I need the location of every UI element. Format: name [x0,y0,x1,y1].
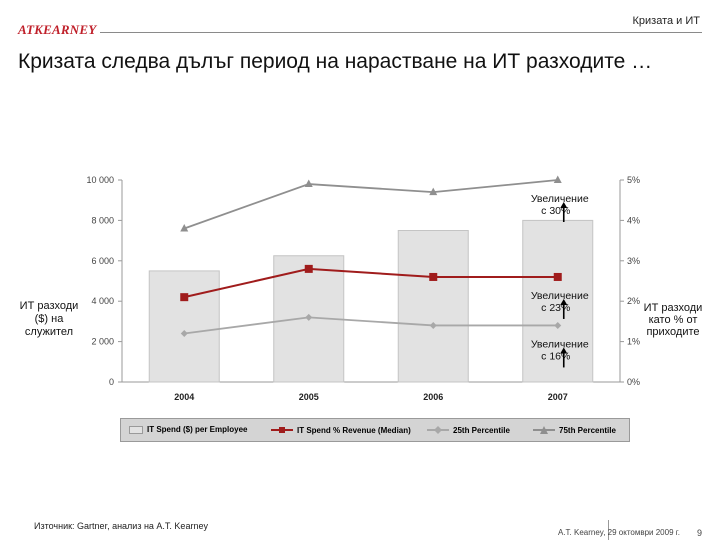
x-tick-label: 2004 [174,392,194,402]
data-point [180,293,189,302]
x-tick-label: 2007 [548,392,568,402]
right-tick-label: 4% [627,215,640,225]
page-title: Кризата следва дълъг период на нарастван… [18,50,653,73]
annotation-text: Увеличение [531,193,589,205]
legend-item-p75: 75th Percentile [533,425,616,435]
legend-label: IT Spend % Revenue (Median) [297,425,411,435]
source-note: Източник: Gartner, анализ на A.T. Kearne… [34,521,208,531]
data-point [429,321,437,329]
header-divider [100,32,702,33]
left-tick-label: 0 [109,377,114,387]
annotation-text: Увеличение [531,338,589,350]
right-tick-label: 2% [627,296,640,306]
legend-item-bars: IT Spend ($) per Employee [129,425,247,434]
right-tick-label: 3% [627,256,640,266]
data-point [553,272,562,281]
bar [522,219,594,383]
series-line [184,267,558,299]
left-tick-label: 10 000 [86,175,114,185]
arrow-up-icon [560,347,568,354]
legend-label: 75th Percentile [559,425,616,435]
right-axis-caption: ИТ разходи като % от приходите [643,302,703,338]
right-tick-label: 5% [627,175,640,185]
page-number: 9 [696,528,702,538]
data-point [304,179,313,188]
data-point [180,223,189,232]
legend-item-p25: 25th Percentile [427,425,510,435]
chart-axes: 0 2 000 4 000 6 000 8 000 10 000 0% 1% 2% 3% 4% 5% 2… [86,175,640,402]
right-tick-label: 1% [627,337,640,347]
x-tick-label: 2005 [299,392,319,402]
arrow-up-icon [560,202,568,208]
company-logo: ATKEARNEY [18,22,97,37]
data-point [429,187,438,196]
legend-line-swatch [427,425,449,435]
data-point [554,321,562,329]
series-line [184,316,558,335]
left-tick-label: 8 000 [91,215,114,225]
legend-line-swatch [533,425,555,435]
bar-series [148,219,594,383]
x-tick-label: 2006 [423,392,443,402]
data-point [305,313,313,321]
section-label: Кризата и ИТ [632,15,700,27]
bar [397,230,469,383]
legend-line-swatch [271,425,293,435]
footer-divider [608,520,609,540]
left-tick-label: 6 000 [91,256,114,266]
footer-text: A.T. Kearney, 29 октомври 2009 г. [558,528,680,537]
left-tick-label: 2 000 [91,337,114,347]
legend-bar-swatch [129,425,143,434]
right-tick-label: 0% [627,377,640,387]
bar [148,270,220,383]
chart-legend: IT Spend ($) per Employee IT Spend % Rev… [120,418,630,442]
left-tick-label: 4 000 [91,296,114,306]
data-point [553,175,562,183]
annotation-text: Увеличение [531,290,589,302]
arrow-up-icon [560,298,568,305]
data-point [180,330,188,338]
series-line [183,179,558,230]
left-axis-caption: ИТ разходи ($) на служител [19,300,79,338]
legend-label: 25th Percentile [453,425,510,435]
legend-label: IT Spend ($) per Employee [147,425,248,434]
legend-item-median: IT Spend % Revenue (Median) [271,425,411,435]
data-point [429,272,438,281]
data-point [304,264,313,273]
line-series [180,175,562,338]
